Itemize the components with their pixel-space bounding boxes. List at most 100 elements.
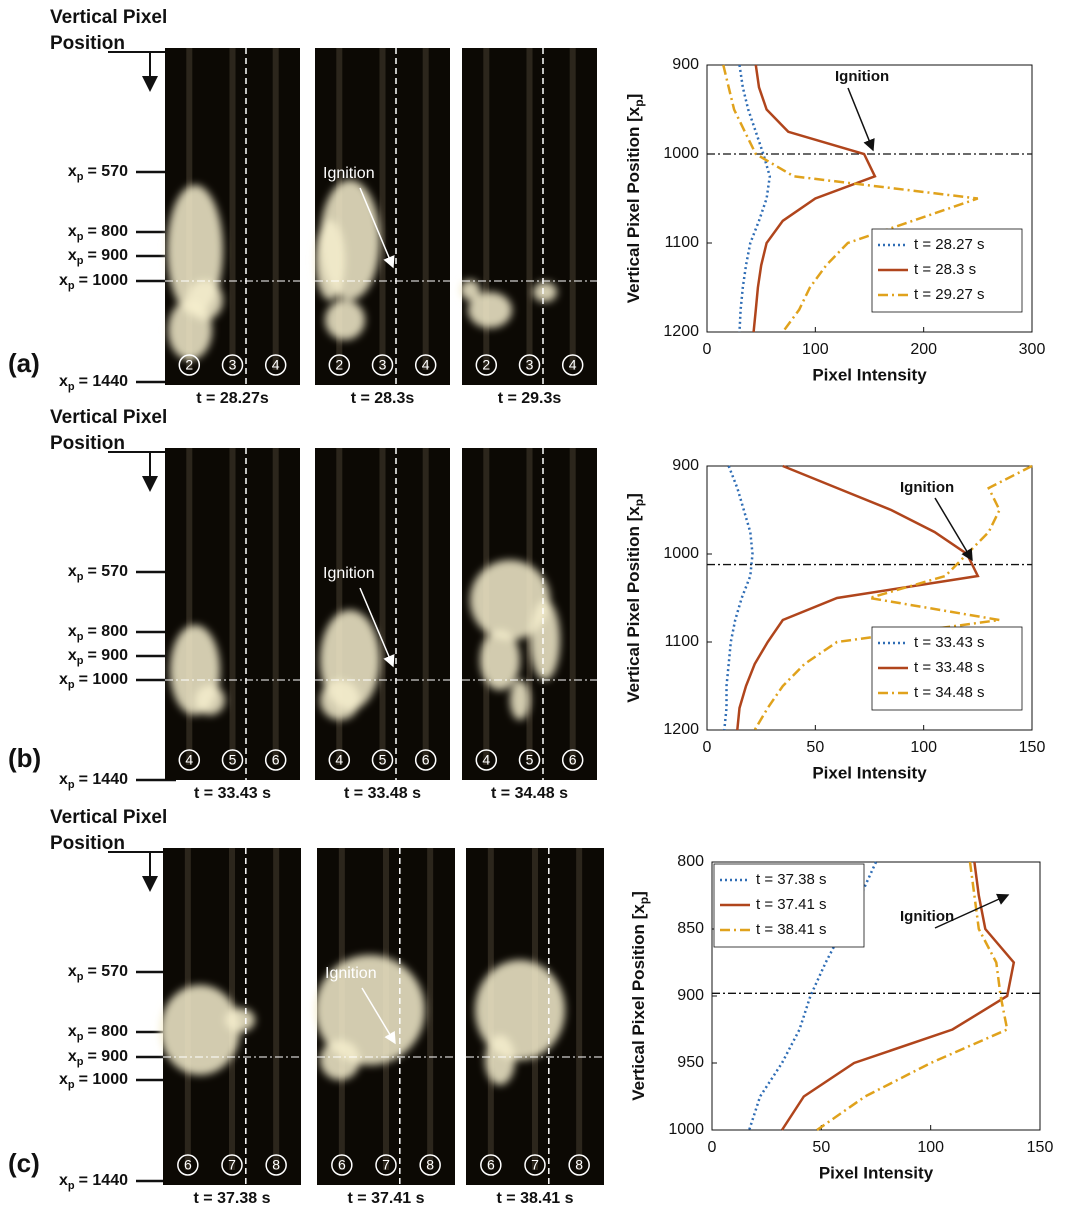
symbol: x	[59, 272, 68, 289]
tube-number: 4	[272, 357, 280, 373]
tube-circle	[221, 749, 244, 771]
tube	[272, 48, 279, 370]
flame	[160, 985, 255, 1075]
marker-value: = 570	[88, 163, 129, 180]
position-marker: xp = 900	[68, 647, 128, 667]
x-axis-label: Pixel Intensity	[812, 763, 927, 782]
symbol: x	[68, 563, 77, 580]
marker-value: = 570	[88, 563, 129, 580]
tube-number: 6	[338, 1157, 346, 1173]
tube-number: 4	[482, 752, 490, 768]
symbol: x	[68, 163, 77, 180]
tube-circle	[221, 354, 244, 376]
tube-number: 5	[526, 752, 534, 768]
tube	[273, 848, 280, 1170]
marker-value: = 1000	[79, 1071, 128, 1088]
tube-number: 4	[569, 357, 577, 373]
y-tick-label: 1200	[663, 323, 699, 340]
flame-part	[470, 560, 550, 640]
position-marker: xp = 800	[68, 1023, 128, 1043]
x-tick-label: 0	[703, 341, 712, 358]
tube	[569, 48, 576, 370]
position-marker: xp = 1000	[59, 272, 128, 292]
position-marker: xp = 570	[68, 963, 128, 983]
tube-number: 4	[335, 752, 343, 768]
flame-part	[325, 300, 365, 340]
subscript: p	[68, 779, 75, 791]
tube-number: 3	[229, 357, 237, 373]
time-label: t = 33.48 s	[344, 785, 421, 802]
y-tick-label: 1000	[663, 545, 699, 562]
subscript: p	[68, 679, 75, 691]
y-tick-label: 800	[677, 853, 704, 870]
series-line	[723, 465, 754, 731]
tube-number: 6	[487, 1157, 495, 1173]
tube-number: 8	[272, 1157, 280, 1173]
subscript: p	[77, 571, 84, 583]
flame-part	[225, 1008, 255, 1032]
subscript: p	[77, 631, 84, 643]
legend-label: t = 37.38 s	[756, 871, 826, 888]
flame	[320, 610, 380, 720]
x-tick-label: 50	[812, 1139, 830, 1156]
subscript: p	[77, 655, 84, 667]
tube-number: 2	[482, 357, 490, 373]
y-label-sub: p	[632, 499, 646, 506]
annotation: Ignition	[900, 908, 954, 925]
annotation-arrow	[934, 497, 973, 562]
tube-circle	[265, 1154, 287, 1176]
legend-label: t = 29.27 s	[914, 286, 984, 303]
tube	[379, 48, 386, 370]
symbol: x	[59, 373, 68, 390]
position-marker: xp = 900	[68, 1048, 128, 1068]
flame-part	[320, 1040, 360, 1080]
tube-number: 6	[184, 1157, 192, 1173]
y-label-main: Vertical Pixel Position [x	[624, 106, 643, 303]
symbol: x	[68, 1048, 77, 1065]
y-label-end: ]	[629, 891, 648, 897]
tube-circle	[524, 1154, 546, 1176]
annotation-arrow	[359, 587, 395, 668]
annotation-arrow	[359, 187, 395, 269]
y-tick-label: 1100	[665, 234, 700, 251]
y-label-main: Vertical Pixel Position [x	[624, 506, 643, 703]
tube-circle	[561, 354, 584, 376]
x-tick-label: 200	[910, 341, 937, 358]
tube-circle	[264, 354, 287, 376]
y-axis-label: Vertical Pixel Position [xp]	[624, 94, 646, 304]
tube-number: 7	[382, 1157, 390, 1173]
flame	[167, 185, 223, 360]
tube-circle	[475, 354, 498, 376]
tube-circle	[177, 1154, 199, 1176]
subscript: p	[77, 231, 84, 243]
annotation-arrow	[934, 893, 1010, 929]
series-line	[738, 64, 772, 333]
annotation: Ignition	[835, 68, 889, 85]
marker-value: = 1000	[79, 671, 128, 688]
flame	[475, 960, 565, 1085]
y-tick-label: 950	[677, 1054, 704, 1071]
y-axis-label: Vertical Pixel Position [xp]	[629, 891, 651, 1101]
marker-value: = 1440	[79, 373, 128, 390]
time-label: t = 28.27s	[196, 390, 269, 407]
flame-part	[468, 292, 512, 328]
position-marker: xp = 1000	[59, 671, 128, 691]
y-tick-label: 850	[677, 920, 704, 937]
tube-circle	[328, 354, 351, 376]
tube-circle	[480, 1154, 502, 1176]
position-marker: xp = 900	[68, 247, 128, 267]
tube-number: 5	[379, 752, 387, 768]
legend-label: t = 28.3 s	[914, 261, 976, 278]
flame-part	[187, 280, 223, 320]
flame	[460, 280, 557, 328]
legend-label: t = 38.41 s	[756, 921, 826, 938]
annotation-arrow	[847, 87, 875, 152]
time-label: t = 37.41 s	[348, 1190, 425, 1206]
tube-number: 4	[422, 357, 430, 373]
y-tick-label: 900	[677, 987, 704, 1004]
series-line	[736, 464, 980, 731]
x-tick-label: 50	[806, 739, 824, 756]
tube	[422, 448, 429, 765]
legend-label: t = 33.43 s	[914, 634, 984, 651]
tube-number: 8	[426, 1157, 434, 1173]
